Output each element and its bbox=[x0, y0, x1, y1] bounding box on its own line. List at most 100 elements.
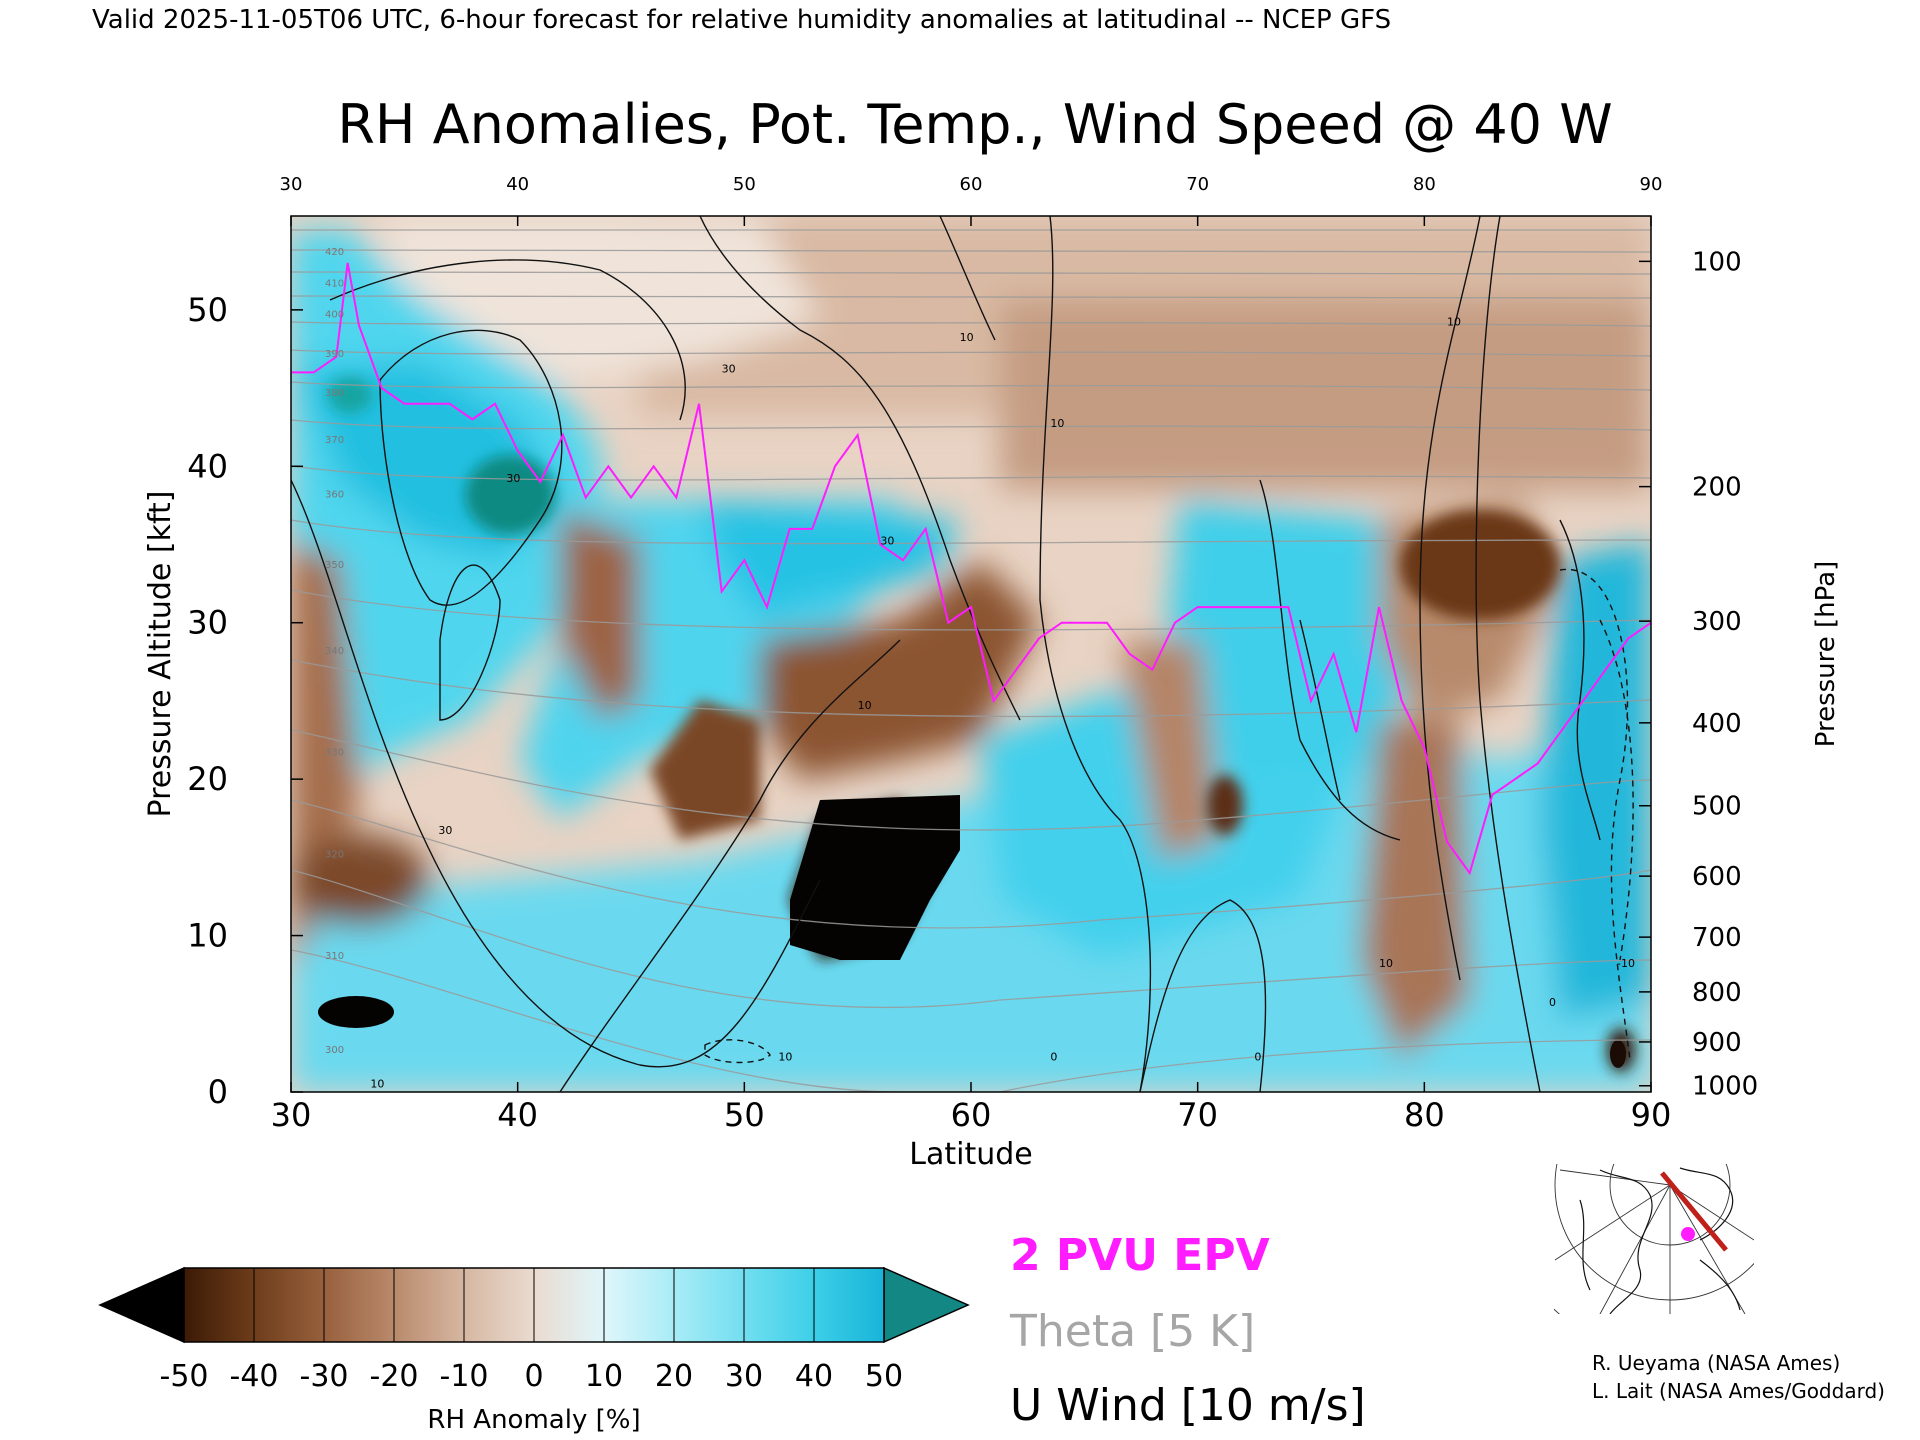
x-axis-label: Latitude bbox=[909, 1137, 1032, 1172]
pressure-tick-label: 500 bbox=[1692, 792, 1742, 822]
y-tick-label: 30 bbox=[187, 604, 228, 642]
colorbar-tick-label: -40 bbox=[230, 1359, 279, 1394]
x-top-tick-label: 30 bbox=[280, 174, 303, 195]
colorbar-segment bbox=[254, 1268, 325, 1342]
colorbar-segment bbox=[534, 1268, 605, 1342]
wind-contour-label: 10 bbox=[1379, 957, 1393, 970]
colorbar-segment bbox=[464, 1268, 535, 1342]
colorbar-high-arrow bbox=[883, 1266, 970, 1344]
theta-contour-label: 350 bbox=[325, 560, 344, 571]
y-tick-label: 40 bbox=[187, 447, 228, 485]
colorbar-segment bbox=[674, 1268, 745, 1342]
credit-2: L. Lait (NASA Ames/Goddard) bbox=[1592, 1379, 1885, 1403]
pressure-tick-label: 800 bbox=[1692, 978, 1742, 1008]
pressure-tick-label: 300 bbox=[1692, 607, 1742, 637]
colorbar-tick-label: 0 bbox=[524, 1359, 543, 1394]
wind-contour-label: 10 bbox=[370, 1077, 384, 1090]
colorbar-segment bbox=[744, 1268, 815, 1342]
colorbar-tick-label: -20 bbox=[370, 1359, 419, 1394]
pressure-tick-label: 200 bbox=[1692, 473, 1742, 503]
colorbar-segment bbox=[324, 1268, 395, 1342]
colorbar-label: RH Anomaly [%] bbox=[427, 1405, 640, 1435]
wind-contour-label: 30 bbox=[438, 824, 452, 837]
theta-contour-label: 310 bbox=[325, 951, 344, 962]
x-tick-label: 40 bbox=[497, 1096, 538, 1134]
y-axis-left: 0 10 20 30 40 50 bbox=[187, 291, 303, 1111]
x-top-tick-label: 80 bbox=[1413, 174, 1436, 195]
theta-contour-label: 410 bbox=[325, 278, 344, 289]
theta-contour-label: 300 bbox=[325, 1045, 344, 1056]
wind-contour-label: 0 bbox=[1254, 1051, 1261, 1064]
colorbar-tick-label: -30 bbox=[300, 1359, 349, 1394]
colorbar-tick-label: 50 bbox=[865, 1359, 903, 1394]
colorbar-low-arrow bbox=[98, 1266, 185, 1344]
wind-contour-label: 30 bbox=[880, 535, 894, 548]
colorbar-segment bbox=[814, 1268, 885, 1342]
x-top-tick-label: 40 bbox=[506, 174, 529, 195]
x-tick-label: 90 bbox=[1631, 1096, 1672, 1134]
theta-contour-label: 340 bbox=[325, 646, 344, 657]
header-text: Valid 2025-11-05T06 UTC, 6-hour forecast… bbox=[92, 5, 1391, 35]
wind-contour-label: 0 bbox=[1050, 1051, 1057, 1064]
chart-title: RH Anomalies, Pot. Temp., Wind Speed @ 4… bbox=[337, 93, 1612, 156]
colorbar-segment bbox=[394, 1268, 465, 1342]
wind-contour-label: 10 bbox=[858, 699, 872, 712]
x-top-tick-label: 50 bbox=[733, 174, 756, 195]
y-tick-label: 50 bbox=[187, 291, 228, 329]
y-tick-label: 10 bbox=[187, 917, 228, 955]
pressure-tick-label: 900 bbox=[1692, 1028, 1742, 1058]
x-tick-label: 70 bbox=[1177, 1096, 1218, 1134]
x-tick-label: 60 bbox=[951, 1096, 992, 1134]
theta-contour-label: 330 bbox=[325, 748, 344, 759]
wind-contour-label: 30 bbox=[506, 472, 520, 485]
theta-contour-label: 320 bbox=[325, 849, 344, 860]
pressure-tick-label: 700 bbox=[1692, 923, 1742, 953]
x-axis-bottom: 30 40 50 60 70 80 90 bbox=[271, 1082, 1672, 1134]
legend-epv: 2 PVU EPV bbox=[1010, 1230, 1270, 1281]
pressure-tick-label: 600 bbox=[1692, 862, 1742, 892]
wind-contour-label: 30 bbox=[722, 362, 736, 375]
y-axis-label: Pressure Altitude [kft] bbox=[143, 491, 178, 818]
x-top-tick-label: 70 bbox=[1186, 174, 1209, 195]
colorbar-tick-label: 20 bbox=[655, 1359, 693, 1394]
colorbar-segment bbox=[184, 1268, 255, 1342]
wind-contour-label: 10 bbox=[1447, 316, 1461, 329]
y-axis-right-label: Pressure [hPa] bbox=[1811, 561, 1841, 748]
wind-labels: 10 10 10 30 30 30 10 30 10 10 0 0 10 0 -10 bbox=[370, 316, 1635, 1091]
x-top-tick-label: 60 bbox=[960, 174, 983, 195]
colorbar-segment bbox=[604, 1268, 675, 1342]
colorbar-tick-label: 40 bbox=[795, 1359, 833, 1394]
pressure-tick-label: 100 bbox=[1692, 247, 1742, 277]
wind-contour-label: 10 bbox=[778, 1051, 792, 1064]
colorbar-tick-label: -10 bbox=[440, 1359, 489, 1394]
pressure-tick-label: 400 bbox=[1692, 709, 1742, 739]
legend-theta: Theta [5 K] bbox=[1009, 1306, 1255, 1357]
epv-2pvu-line bbox=[291, 262, 1651, 876]
wind-contour-label: -10 bbox=[1617, 957, 1635, 970]
wind-contour-label: 10 bbox=[1050, 417, 1064, 430]
colorbar-tick-label: -50 bbox=[160, 1359, 209, 1394]
theta-contour-label: 400 bbox=[325, 310, 344, 321]
rh-anomaly-field: 420410400390380370360350340330320310300 … bbox=[291, 216, 1651, 1092]
theta-labels: 420 410 400 390 380 370 360 350 340 330 320 310 300 bbox=[325, 247, 344, 1056]
colorbar-tick-label: 10 bbox=[585, 1359, 623, 1394]
wind-contours bbox=[291, 216, 1601, 1092]
theta-contour-label: 360 bbox=[325, 490, 344, 501]
x-tick-label: 80 bbox=[1404, 1096, 1445, 1134]
theta-contour-label: 370 bbox=[325, 435, 344, 446]
wind-contour-label: 0 bbox=[1549, 996, 1556, 1009]
theta-contour-label: 420 bbox=[325, 247, 344, 258]
x-tick-label: 30 bbox=[271, 1096, 312, 1134]
theta-contour-label: 380 bbox=[325, 388, 344, 399]
pressure-tick-label: 1000 bbox=[1692, 1072, 1758, 1102]
inset-map-icon bbox=[1554, 1164, 1754, 1314]
x-axis-top: 30 40 50 60 70 80 90 bbox=[280, 174, 1663, 226]
y-tick-label: 0 bbox=[208, 1073, 228, 1111]
x-top-tick-label: 90 bbox=[1640, 174, 1663, 195]
wind-contour-label: 10 bbox=[960, 331, 974, 344]
colorbar-tick-label: 30 bbox=[725, 1359, 763, 1394]
x-tick-label: 50 bbox=[724, 1096, 765, 1134]
theta-contour-label: 390 bbox=[325, 349, 344, 360]
credit-1: R. Ueyama (NASA Ames) bbox=[1592, 1351, 1840, 1375]
y-tick-label: 20 bbox=[187, 760, 228, 798]
